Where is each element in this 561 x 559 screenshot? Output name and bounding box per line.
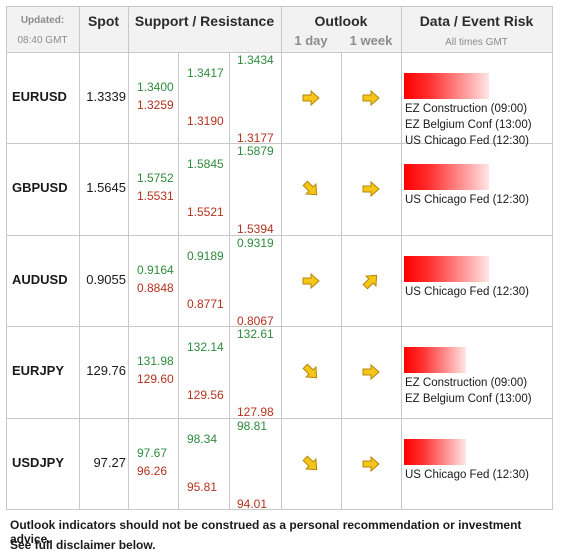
- resistance-level-1: 129.60: [137, 372, 174, 386]
- spot-header: Spot: [87, 13, 120, 29]
- event-risk-bar: [404, 347, 466, 373]
- event-risk-bar: [404, 164, 489, 190]
- resistance-level-1: 1.3259: [137, 98, 174, 112]
- table-header: [6, 6, 553, 52]
- right-arrow-icon: [360, 87, 382, 109]
- support-level-3: 1.5879: [237, 144, 274, 158]
- resistance-level-3: 1.3177: [237, 131, 274, 145]
- spot-price: 0.9055: [86, 272, 126, 287]
- disclaimer-line-1: Outlook indicators should not be constru…: [10, 518, 522, 546]
- event-item: EZ Construction (09:00): [405, 103, 528, 115]
- outlook-1day-header: 1 day: [294, 33, 328, 48]
- support-level-2: 1.5845: [187, 157, 224, 171]
- event-item: EZ Construction (09:00): [405, 377, 528, 389]
- all-times-gmt-label: All times GMT: [445, 37, 508, 48]
- right-arrow-icon: [300, 270, 322, 292]
- resistance-level-2: 129.56: [187, 388, 224, 402]
- event-risk-bar: [404, 256, 489, 282]
- support-level-1: 0.9164: [137, 263, 174, 277]
- event-item: US Chicago Fed (12:30): [405, 135, 530, 147]
- resistance-level-3: 0.8067: [237, 314, 274, 328]
- pair-name: USDJPY: [12, 455, 65, 470]
- outlook-header: Outlook: [314, 13, 368, 29]
- down-right-arrow-icon: [300, 361, 322, 383]
- resistance-level-2: 1.5521: [187, 205, 224, 219]
- event-item: EZ Belgium Conf (13:00): [405, 119, 532, 131]
- event-risk-bar: [404, 439, 466, 465]
- support-level-3: 98.81: [237, 419, 268, 433]
- updated-label: Updated:: [20, 15, 65, 26]
- support-level-3: 1.3434: [237, 53, 274, 67]
- resistance-level-3: 1.5394: [237, 222, 274, 236]
- down-right-arrow-icon: [300, 178, 322, 200]
- support-level-2: 98.34: [187, 432, 218, 446]
- right-arrow-icon: [300, 87, 322, 109]
- event-item: US Chicago Fed (12:30): [405, 194, 530, 206]
- event-item: EZ Belgium Conf (13:00): [405, 393, 532, 405]
- right-arrow-icon: [360, 453, 382, 475]
- support-level-1: 97.67: [137, 446, 168, 460]
- resistance-level-2: 0.8771: [187, 297, 224, 311]
- support-level-1: 1.5752: [137, 171, 174, 185]
- resistance-level-1: 0.8848: [137, 281, 174, 295]
- pair-name: EURJPY: [12, 363, 65, 378]
- forex-outlook-table: Updated: 08:40 GMT Spot Support / Resist…: [6, 6, 553, 511]
- spot-price: 1.3339: [86, 89, 126, 104]
- event-risk-bar: [404, 73, 489, 99]
- resistance-level-3: 127.98: [237, 405, 274, 419]
- spot-price: 1.5645: [86, 180, 126, 195]
- pair-name: GBPUSD: [12, 180, 68, 195]
- right-arrow-icon: [360, 178, 382, 200]
- up-right-arrow-icon: [360, 270, 382, 292]
- support-level-1: 1.3400: [137, 80, 174, 94]
- down-right-arrow-icon: [300, 453, 322, 475]
- resistance-level-1: 1.5531: [137, 189, 174, 203]
- outlook-1week-header: 1 week: [349, 33, 393, 48]
- spot-price: 97.27: [93, 455, 126, 470]
- spot-price: 129.76: [86, 363, 126, 378]
- support-level-2: 0.9189: [187, 249, 224, 263]
- pair-name: EURUSD: [12, 89, 67, 104]
- support-level-2: 1.3417: [187, 66, 224, 80]
- support-resistance-header: Support / Resistance: [134, 13, 275, 29]
- support-level-3: 132.61: [237, 327, 274, 341]
- data-event-risk-header: Data / Event Risk: [419, 13, 534, 29]
- event-item: US Chicago Fed (12:30): [405, 469, 530, 481]
- support-level-2: 132.14: [187, 340, 224, 354]
- pair-name: AUDUSD: [12, 272, 68, 287]
- support-level-3: 0.9319: [237, 236, 274, 250]
- resistance-level-2: 1.3190: [187, 114, 224, 128]
- right-arrow-icon: [360, 361, 382, 383]
- updated-time: 08:40 GMT: [17, 35, 68, 46]
- resistance-level-1: 96.26: [137, 464, 168, 478]
- event-item: US Chicago Fed (12:30): [405, 286, 530, 298]
- resistance-level-3: 94.01: [237, 497, 268, 511]
- disclaimer-line-2: See full disclaimer below.: [10, 538, 156, 552]
- support-level-1: 131.98: [137, 354, 174, 368]
- resistance-level-2: 95.81: [187, 480, 218, 494]
